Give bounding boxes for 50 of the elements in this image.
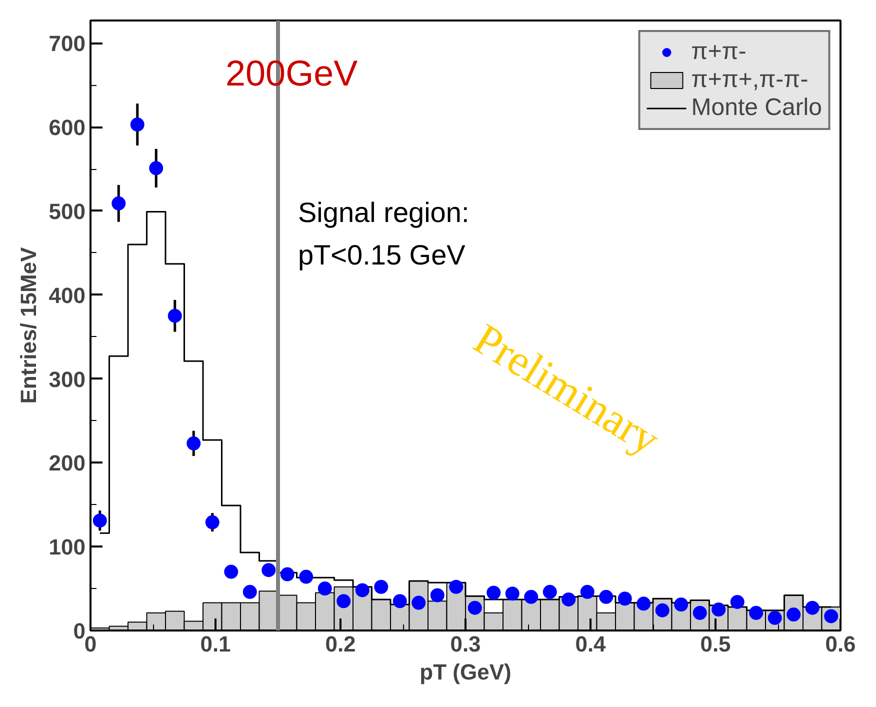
y-tick-label: 600 (48, 115, 86, 140)
point (280, 567, 294, 582)
ref-line-label: Signal region: pT<0.15 GeV (298, 196, 470, 271)
point (92, 514, 107, 528)
x-tick-label: 0.6 (825, 632, 856, 656)
point (599, 590, 614, 604)
y-tick-label: 300 (48, 366, 86, 392)
legend-label: π+π+,π-π- (691, 66, 808, 94)
y-tick-label: 200 (48, 450, 86, 476)
point (299, 570, 314, 584)
point (449, 580, 464, 594)
point (112, 196, 126, 210)
y-tick-label: 100 (48, 534, 86, 560)
point (130, 118, 144, 132)
annotation: 200GeV (226, 52, 358, 94)
x-tick-label: 0.1 (200, 632, 231, 656)
x-tick-label: 0.4 (575, 632, 607, 656)
point (318, 582, 332, 596)
point (430, 588, 444, 602)
point (674, 598, 688, 612)
point (392, 594, 407, 608)
point (149, 161, 164, 176)
x-tick-label: 0.2 (325, 632, 356, 656)
y-tick-label: 500 (48, 198, 86, 224)
x-tick-label: 0.5 (700, 632, 731, 656)
point (242, 584, 257, 599)
point (618, 592, 632, 606)
y-tick-label: 400 (48, 282, 86, 308)
x-tick-label: 0.3 (450, 632, 481, 656)
point (805, 600, 820, 615)
y-tick-label: 700 (48, 31, 86, 56)
point (186, 436, 201, 450)
point (636, 596, 651, 611)
point (168, 308, 182, 323)
point (505, 586, 520, 601)
point (730, 594, 744, 609)
point (355, 583, 370, 598)
point (580, 584, 594, 599)
legend-label: π+π- (691, 38, 746, 66)
point (562, 592, 576, 606)
point (486, 586, 501, 600)
point (224, 564, 238, 579)
y-axis-title: Entries/ 15MeV (16, 246, 41, 404)
point (524, 590, 538, 604)
point (205, 515, 220, 530)
point (542, 584, 557, 599)
legend-label: Monte Carlo (691, 94, 822, 122)
x-axis-title: pT (GeV) (420, 660, 512, 684)
point (262, 563, 276, 578)
point (374, 580, 388, 594)
